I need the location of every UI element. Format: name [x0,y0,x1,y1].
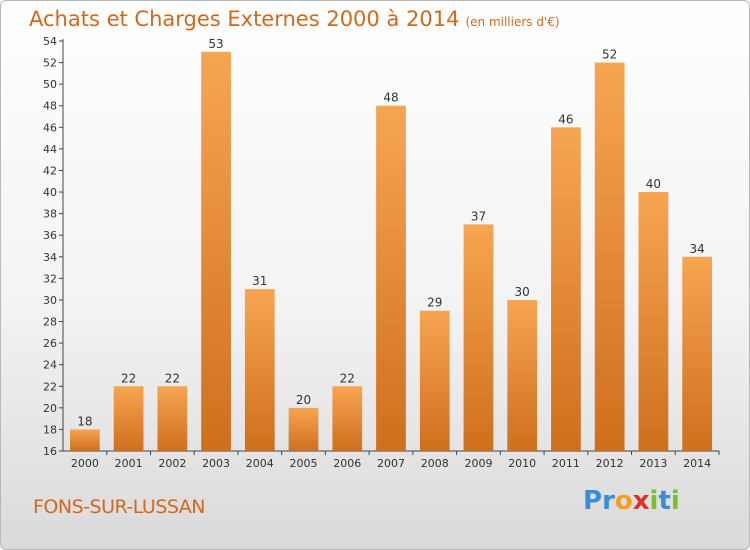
value-label-2011: 46 [558,112,573,126]
y-tick-label: 46 [43,121,57,134]
x-tick-label: 2007 [377,457,405,470]
x-tick-label: 2003 [202,457,230,470]
logo-letter: t [658,486,671,516]
x-tick-label: 2002 [158,457,186,470]
proxiti-logo: Proxiti [583,486,680,516]
chart-unit: (en milliers d'€) [465,15,560,29]
bar-2002 [157,386,188,451]
value-label-2007: 48 [383,91,398,105]
x-tick-label: 2005 [290,457,318,470]
commune-name: FONS-SUR-LUSSAN [33,496,206,518]
bars-group [69,51,713,452]
y-tick-label: 38 [43,208,57,221]
logo-letter: i [670,486,680,516]
chart-title-text: Achats et Charges Externes 2000 à 2014 [29,7,460,31]
bar-2010 [507,299,538,451]
value-label-2009: 37 [471,209,486,223]
bar-2008 [419,310,450,451]
logo-letter: P [583,486,603,516]
logo-letter: i [649,486,659,516]
y-tick-label: 54 [43,35,57,48]
x-tick-label: 2014 [683,457,711,470]
bar-2007 [376,105,406,451]
value-label-2005: 20 [296,393,311,407]
bar-2009 [463,224,494,451]
y-tick-label: 52 [43,57,57,70]
value-label-2002: 22 [165,371,180,385]
value-label-2008: 29 [427,296,442,310]
bar-2013 [638,192,669,452]
bar-2000 [69,429,100,451]
y-tick-label: 26 [43,337,57,350]
x-tick-label: 2009 [464,457,492,470]
bar-2003 [201,51,231,451]
x-tick-label: 2011 [552,457,580,470]
x-tick-label: 2008 [421,457,449,470]
x-axis: 2000 2001 2002 2003 2004 2005 2006 2007 2008 2009… [63,450,720,470]
x-tick-label: 2006 [333,457,361,470]
y-tick-label: 44 [43,143,57,156]
value-label-2003: 53 [208,37,223,51]
x-tick-label: 2012 [596,457,624,470]
value-label-2012: 52 [602,48,617,62]
x-tick-label: 2013 [639,457,667,470]
value-label-2001: 22 [121,371,136,385]
value-label-2013: 40 [646,177,661,191]
value-label-2000: 18 [77,414,92,428]
y-tick-label: 16 [43,445,57,458]
y-tick-label: 28 [43,316,57,329]
value-label-2010: 30 [515,285,530,299]
y-tick-label: 32 [43,272,57,285]
y-tick-label: 42 [43,164,57,177]
value-label-2006: 22 [340,371,355,385]
chart-title: Achats et Charges Externes 2000 à 2014 (e… [29,7,560,31]
value-label-2004: 31 [252,274,267,288]
y-tick-label: 36 [43,229,57,242]
value-label-2014: 34 [689,242,704,256]
bar-2005 [288,407,319,451]
bar-2011 [551,127,581,451]
y-tick-label: 22 [43,380,57,393]
y-tick-label: 50 [43,78,57,91]
bar-2006 [332,386,363,451]
y-tick-label: 20 [43,402,57,415]
y-tick-label: 30 [43,294,57,307]
bar-2014 [682,256,713,451]
bar-2001 [113,386,144,451]
x-tick-label: 2004 [246,457,274,470]
x-tick-label: 2000 [71,457,99,470]
logo-letter: r [602,486,615,516]
y-tick-label: 40 [43,186,57,199]
y-axis: 16 18 20 22 24 26 28 30 32 34 36 38 40 42 44 46 48 50 52 54 [43,35,64,458]
bar-2004 [244,289,275,451]
bar-2012 [594,62,625,451]
logo-letter: x [632,486,650,516]
y-tick-label: 48 [43,100,57,113]
y-tick-label: 18 [43,423,57,436]
x-tick-label: 2001 [115,457,143,470]
logo-letter: o [614,486,633,516]
y-tick-label: 24 [43,359,57,372]
y-tick-label: 34 [43,251,57,264]
x-tick-label: 2010 [508,457,536,470]
value-labels-group: 18 22 22 53 31 20 22 48 29 37 30 46 52 40 34 [77,37,705,429]
